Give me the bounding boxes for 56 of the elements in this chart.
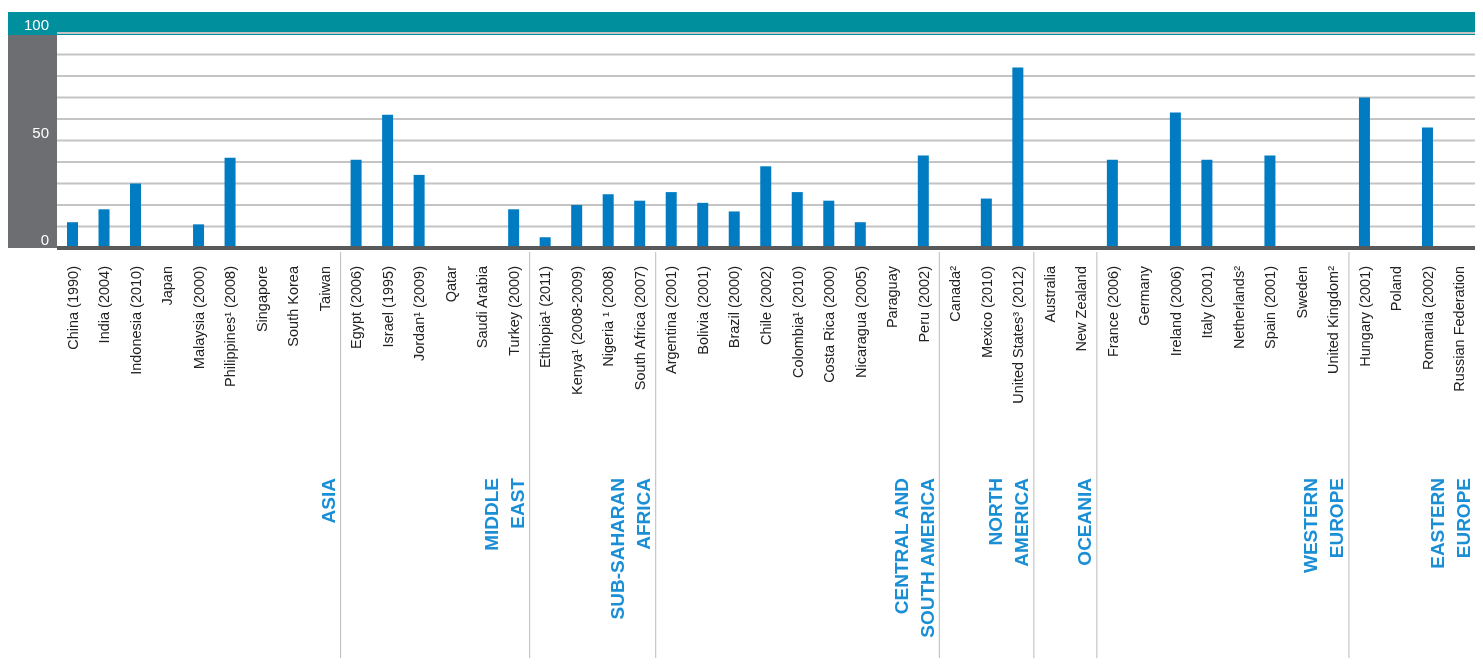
x-tick-label: Paraguay [884, 265, 901, 329]
x-tick-label: Singapore [253, 266, 270, 333]
x-tick-label: Argentina (2001) [663, 266, 680, 375]
text: NORTH AMERICA [985, 477, 1033, 567]
x-tick-label: Qatar [442, 265, 459, 303]
text: CENTRAL AND SOUTH AMERICA [890, 477, 938, 638]
x-tick-label: India (2004) [96, 266, 113, 344]
x-tick-label: Philippines¹ (2008) [222, 266, 239, 387]
x-tick-label: Brazil (2000) [726, 266, 743, 349]
x-tick-label: Jordan¹ (2009) [411, 266, 428, 362]
x-tick-label: Spain (2001) [1262, 266, 1279, 350]
x-tick-label: Romania (2002) [1419, 266, 1436, 370]
x-tick-label: Peru (2002) [915, 266, 932, 343]
x-tick-label: Italy (2001) [1199, 266, 1216, 339]
x-tick-label: Australia [1041, 265, 1058, 323]
x-tick-label: United States³ (2012) [1010, 266, 1027, 404]
text: OCEANIA [1074, 477, 1096, 566]
x-tick-label: Sweden [1293, 266, 1310, 319]
x-tick-label: Egypt (2006) [348, 266, 365, 350]
x-tick-label: Netherlands² [1230, 265, 1247, 350]
x-tick-label: Israel (1995) [379, 266, 396, 348]
y-tick-label: 0 [40, 231, 49, 249]
x-tick-label: Russian Federation [1451, 266, 1468, 392]
x-tick-label: New Zealand [1073, 266, 1090, 352]
x-tick-label: Turkey (2000) [505, 266, 522, 356]
x-tick-label: China (1990) [64, 266, 81, 350]
x-tick-label: Chile (2002) [758, 266, 774, 345]
x-tick-label: Kenya¹ (2008-2009) [568, 266, 585, 395]
x-tick-label: Mexico (2010) [978, 266, 995, 358]
x-tick-label: Japan [159, 266, 176, 306]
x-tick-label: Ethiopia¹ (2011) [537, 266, 554, 369]
y-tick-label: 100 [23, 16, 49, 34]
x-tick-label: South Korea [285, 265, 302, 347]
text: MIDDLE EAST [481, 477, 529, 551]
x-tick-label: Ireland (2006) [1167, 266, 1184, 357]
x-tick-label: South Africa (2007) [631, 266, 648, 391]
text: EASTERN EUROPE [1426, 478, 1474, 569]
text: SUB-SAHARAN AFRICA [607, 477, 655, 620]
x-tick-label: Bolivia (2001) [694, 266, 711, 355]
y-tick-label: 50 [32, 123, 49, 141]
x-tick-label: Germany [1136, 265, 1153, 326]
x-tick-label: Poland [1388, 266, 1405, 312]
x-tick-label: Saudi Arabia [474, 265, 491, 349]
x-tick-label: Hungary (2001) [1356, 266, 1373, 367]
text: ASIA [318, 477, 340, 524]
x-tick-label: United Kingdom² [1325, 265, 1342, 374]
x-tick-label: Costa Rica (2000) [821, 266, 838, 383]
x-tick-label: Taiwan [316, 266, 333, 312]
x-tick-label: France (2006) [1104, 266, 1121, 358]
x-tick-label: Colombia¹ (2010) [789, 266, 806, 379]
x-tick-label: Canada² [947, 265, 964, 322]
x-tick-label: Nicaragua (2005) [852, 266, 869, 379]
x-tick-label: Malaysia (2000) [190, 266, 207, 370]
x-tick-label: Nigeria ¹ (2008) [600, 266, 617, 367]
text: WESTERN EUROPE [1300, 478, 1348, 573]
x-tick-label: Indonesia (2010) [127, 266, 144, 375]
